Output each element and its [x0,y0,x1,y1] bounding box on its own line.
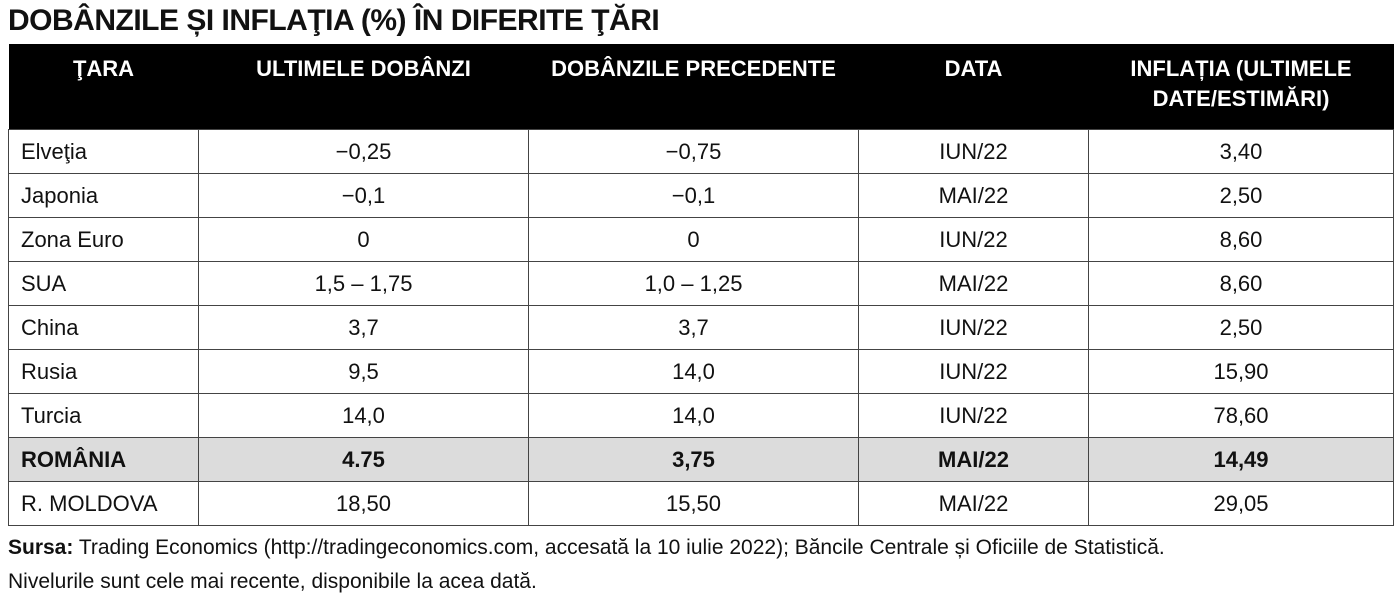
table-row: China 3,7 3,7 IUN/22 2,50 [8,305,1394,350]
source-text: Trading Economics (http://tradingeconomi… [78,536,1165,559]
table-cell: 14,0 [528,393,859,438]
table-cell: Elveţia [8,129,199,174]
table-cell: −0,75 [528,129,859,174]
table-cell: Japonia [8,173,199,218]
table-cell: 14,0 [528,349,859,394]
table-cell: 0 [198,217,529,262]
table-cell: 2,50 [1088,173,1394,218]
table-cell: 8,60 [1088,217,1394,262]
table-cell: 1,5 – 1,75 [198,261,529,306]
column-header: INFLAȚIA (ULTIMELE DATE/ESTIMĂRI) [1088,44,1394,130]
table-cell: 18,50 [198,481,529,526]
table-cell: 3,75 [528,437,859,482]
table-cell: IUN/22 [858,349,1089,394]
table: ŢARA ULTIMELE DOBÂNZI DOBÂNZILE PRECEDENTE… [8,44,1394,526]
table-cell: ROMÂNIA [8,437,199,482]
table-cell: −0,1 [528,173,859,218]
table-row: ROMÂNIA 4.75 3,75 MAI/22 14,49 [8,437,1394,482]
source-note-2: Nivelurile sunt cele mai recente, dispon… [8,570,537,593]
source-label: Sursa: [8,536,74,559]
table-cell: 9,5 [198,349,529,394]
table-cell: 14,49 [1088,437,1394,482]
table-cell: −0,25 [198,129,529,174]
table-row: Elveţia −0,25 −0,75 IUN/22 3,40 [8,129,1394,174]
table-cell: China [8,305,199,350]
table-row: SUA 1,5 – 1,75 1,0 – 1,25 MAI/22 8,60 [8,261,1394,306]
column-header: ŢARA [8,44,199,130]
column-header: ULTIMELE DOBÂNZI [198,44,529,130]
table-cell: 3,7 [198,305,529,350]
header-row: ŢARA ULTIMELE DOBÂNZI DOBÂNZILE PRECEDENTE… [8,44,1394,130]
table-cell: 4.75 [198,437,529,482]
table-cell: 8,60 [1088,261,1394,306]
table-cell: Turcia [8,393,199,438]
table-cell: R. MOLDOVA [8,481,199,526]
table-cell: 15,50 [528,481,859,526]
table-row: Rusia 9,5 14,0 IUN/22 15,90 [8,349,1394,394]
table-cell: Zona Euro [8,217,199,262]
table-cell: 14,0 [198,393,529,438]
table-row: Zona Euro 0 0 IUN/22 8,60 [8,217,1394,262]
table-cell: 29,05 [1088,481,1394,526]
table-cell: MAI/22 [858,437,1089,482]
table-cell: IUN/22 [858,305,1089,350]
table-row: Japonia −0,1 −0,1 MAI/22 2,50 [8,173,1394,218]
table-cell: 3,7 [528,305,859,350]
table-cell: MAI/22 [858,261,1089,306]
table-cell: MAI/22 [858,481,1089,526]
table-cell: MAI/22 [858,173,1089,218]
table-cell: IUN/22 [858,129,1089,174]
table-cell: −0,1 [198,173,529,218]
table-cell: 15,90 [1088,349,1394,394]
table-cell: 78,60 [1088,393,1394,438]
table-cell: Rusia [8,349,199,394]
table-row: Turcia 14,0 14,0 IUN/22 78,60 [8,393,1394,438]
table-cell: IUN/22 [858,393,1089,438]
table-cell: 0 [528,217,859,262]
column-header: DOBÂNZILE PRECEDENTE [528,44,859,130]
table-row: R. MOLDOVA 18,50 15,50 MAI/22 29,05 [8,481,1394,526]
table-cell: 1,0 – 1,25 [528,261,859,306]
table-body: Elveţia −0,25 −0,75 IUN/22 3,40 Japonia −0,1 −0… [8,129,1394,526]
table-cell: 2,50 [1088,305,1394,350]
source-note: Sursa: Trading Economics (http://trading… [8,536,1165,560]
table-cell: IUN/22 [858,217,1089,262]
column-header: DATA [858,44,1089,130]
table-cell: 3,40 [1088,129,1394,174]
title: DOBÂNZILE ȘI INFLAŢIA (%) ÎN DIFERITE ŢĂ… [8,4,660,37]
table-cell: SUA [8,261,199,306]
